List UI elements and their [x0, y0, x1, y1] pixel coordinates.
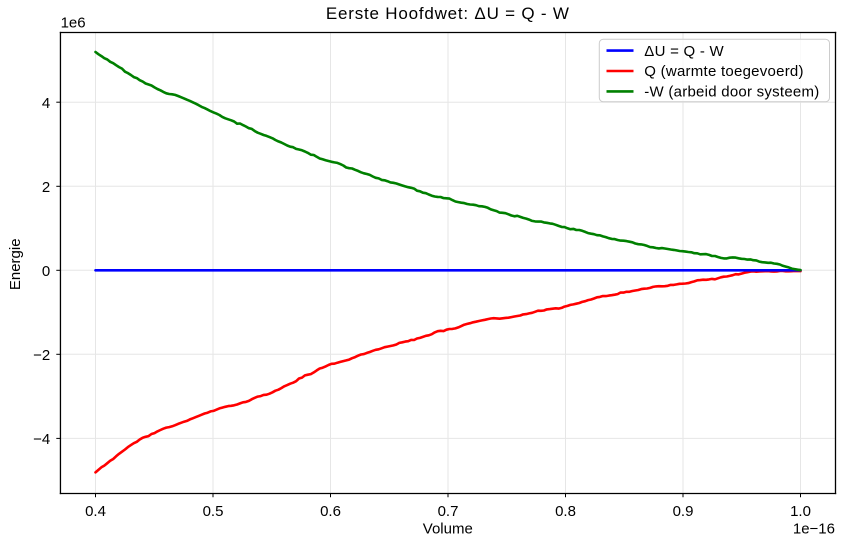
- svg-text:ΔU = Q - W: ΔU = Q - W: [644, 43, 724, 60]
- svg-text:1e6: 1e6: [61, 14, 86, 31]
- svg-text:Energie: Energie: [7, 238, 24, 290]
- svg-text:−2: −2: [33, 347, 50, 364]
- svg-text:Q (warmte toegevoerd): Q (warmte toegevoerd): [644, 63, 803, 80]
- svg-text:0.5: 0.5: [203, 503, 224, 520]
- svg-text:0.9: 0.9: [673, 503, 694, 520]
- svg-text:1e−16: 1e−16: [793, 521, 835, 538]
- svg-text:0.6: 0.6: [320, 503, 341, 520]
- svg-text:0: 0: [42, 263, 50, 280]
- svg-text:Volume: Volume: [423, 521, 473, 538]
- svg-text:4: 4: [42, 95, 50, 112]
- svg-text:Eerste Hoofdwet: ΔU = Q - W: Eerste Hoofdwet: ΔU = Q - W: [326, 4, 570, 23]
- svg-text:0.8: 0.8: [555, 503, 576, 520]
- svg-text:−4: −4: [33, 431, 50, 448]
- svg-text:1.0: 1.0: [790, 503, 811, 520]
- svg-text:2: 2: [42, 179, 50, 196]
- svg-text:-W (arbeid door systeem): -W (arbeid door systeem): [644, 84, 819, 101]
- svg-text:0.4: 0.4: [85, 503, 106, 520]
- svg-text:0.7: 0.7: [438, 503, 459, 520]
